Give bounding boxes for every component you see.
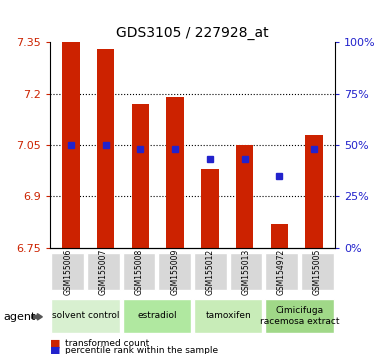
Bar xyxy=(123,253,156,290)
Bar xyxy=(265,253,298,290)
Text: GSM155005: GSM155005 xyxy=(313,249,321,295)
Bar xyxy=(123,299,191,333)
Text: agent: agent xyxy=(4,312,36,322)
Bar xyxy=(194,299,262,333)
Bar xyxy=(62,42,80,248)
Text: GSM155008: GSM155008 xyxy=(135,249,144,295)
Text: GSM154972: GSM154972 xyxy=(277,249,286,295)
Text: GSM155009: GSM155009 xyxy=(170,249,179,295)
Bar xyxy=(271,224,288,248)
Bar xyxy=(301,253,333,290)
Text: Cimicifuga
racemosa extract: Cimicifuga racemosa extract xyxy=(259,306,339,326)
Bar xyxy=(52,299,120,333)
Bar xyxy=(166,97,184,248)
Text: GSM155006: GSM155006 xyxy=(64,249,72,295)
Bar xyxy=(158,253,191,290)
Bar xyxy=(201,169,219,248)
Title: GDS3105 / 227928_at: GDS3105 / 227928_at xyxy=(116,26,269,40)
Text: GSM155013: GSM155013 xyxy=(241,249,250,295)
Text: tamoxifen: tamoxifen xyxy=(205,312,251,320)
Bar xyxy=(236,145,253,248)
Bar xyxy=(229,253,262,290)
Text: transformed count: transformed count xyxy=(65,339,150,348)
Bar xyxy=(132,104,149,248)
Text: ■: ■ xyxy=(50,346,60,354)
Bar xyxy=(87,253,120,290)
Bar xyxy=(265,299,333,333)
Bar xyxy=(97,49,114,248)
Text: solvent control: solvent control xyxy=(52,312,119,320)
Text: percentile rank within the sample: percentile rank within the sample xyxy=(65,346,219,354)
Bar xyxy=(52,253,84,290)
Text: GSM155012: GSM155012 xyxy=(206,249,215,295)
Text: GSM155007: GSM155007 xyxy=(99,249,108,295)
Text: estradiol: estradiol xyxy=(137,312,177,320)
Bar xyxy=(194,253,227,290)
Text: ■: ■ xyxy=(50,338,60,348)
Bar xyxy=(305,135,323,248)
